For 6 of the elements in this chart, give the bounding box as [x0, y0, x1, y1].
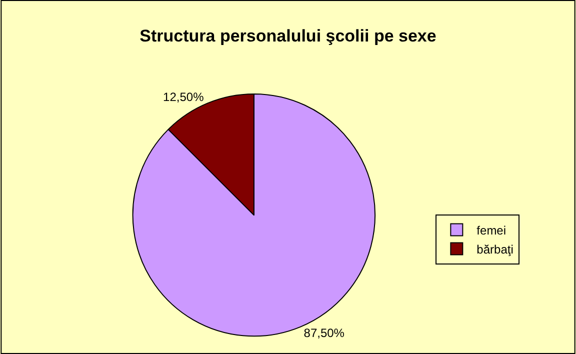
legend-label: femei: [476, 223, 506, 238]
data-label: 87,50%: [304, 326, 345, 340]
pie-slice: [132, 93, 376, 336]
chart-title: Structura personalului şcolii pe sexe: [140, 26, 436, 46]
legend-label: bărbaţi: [476, 242, 514, 256]
data-label: 12,50%: [163, 90, 204, 104]
